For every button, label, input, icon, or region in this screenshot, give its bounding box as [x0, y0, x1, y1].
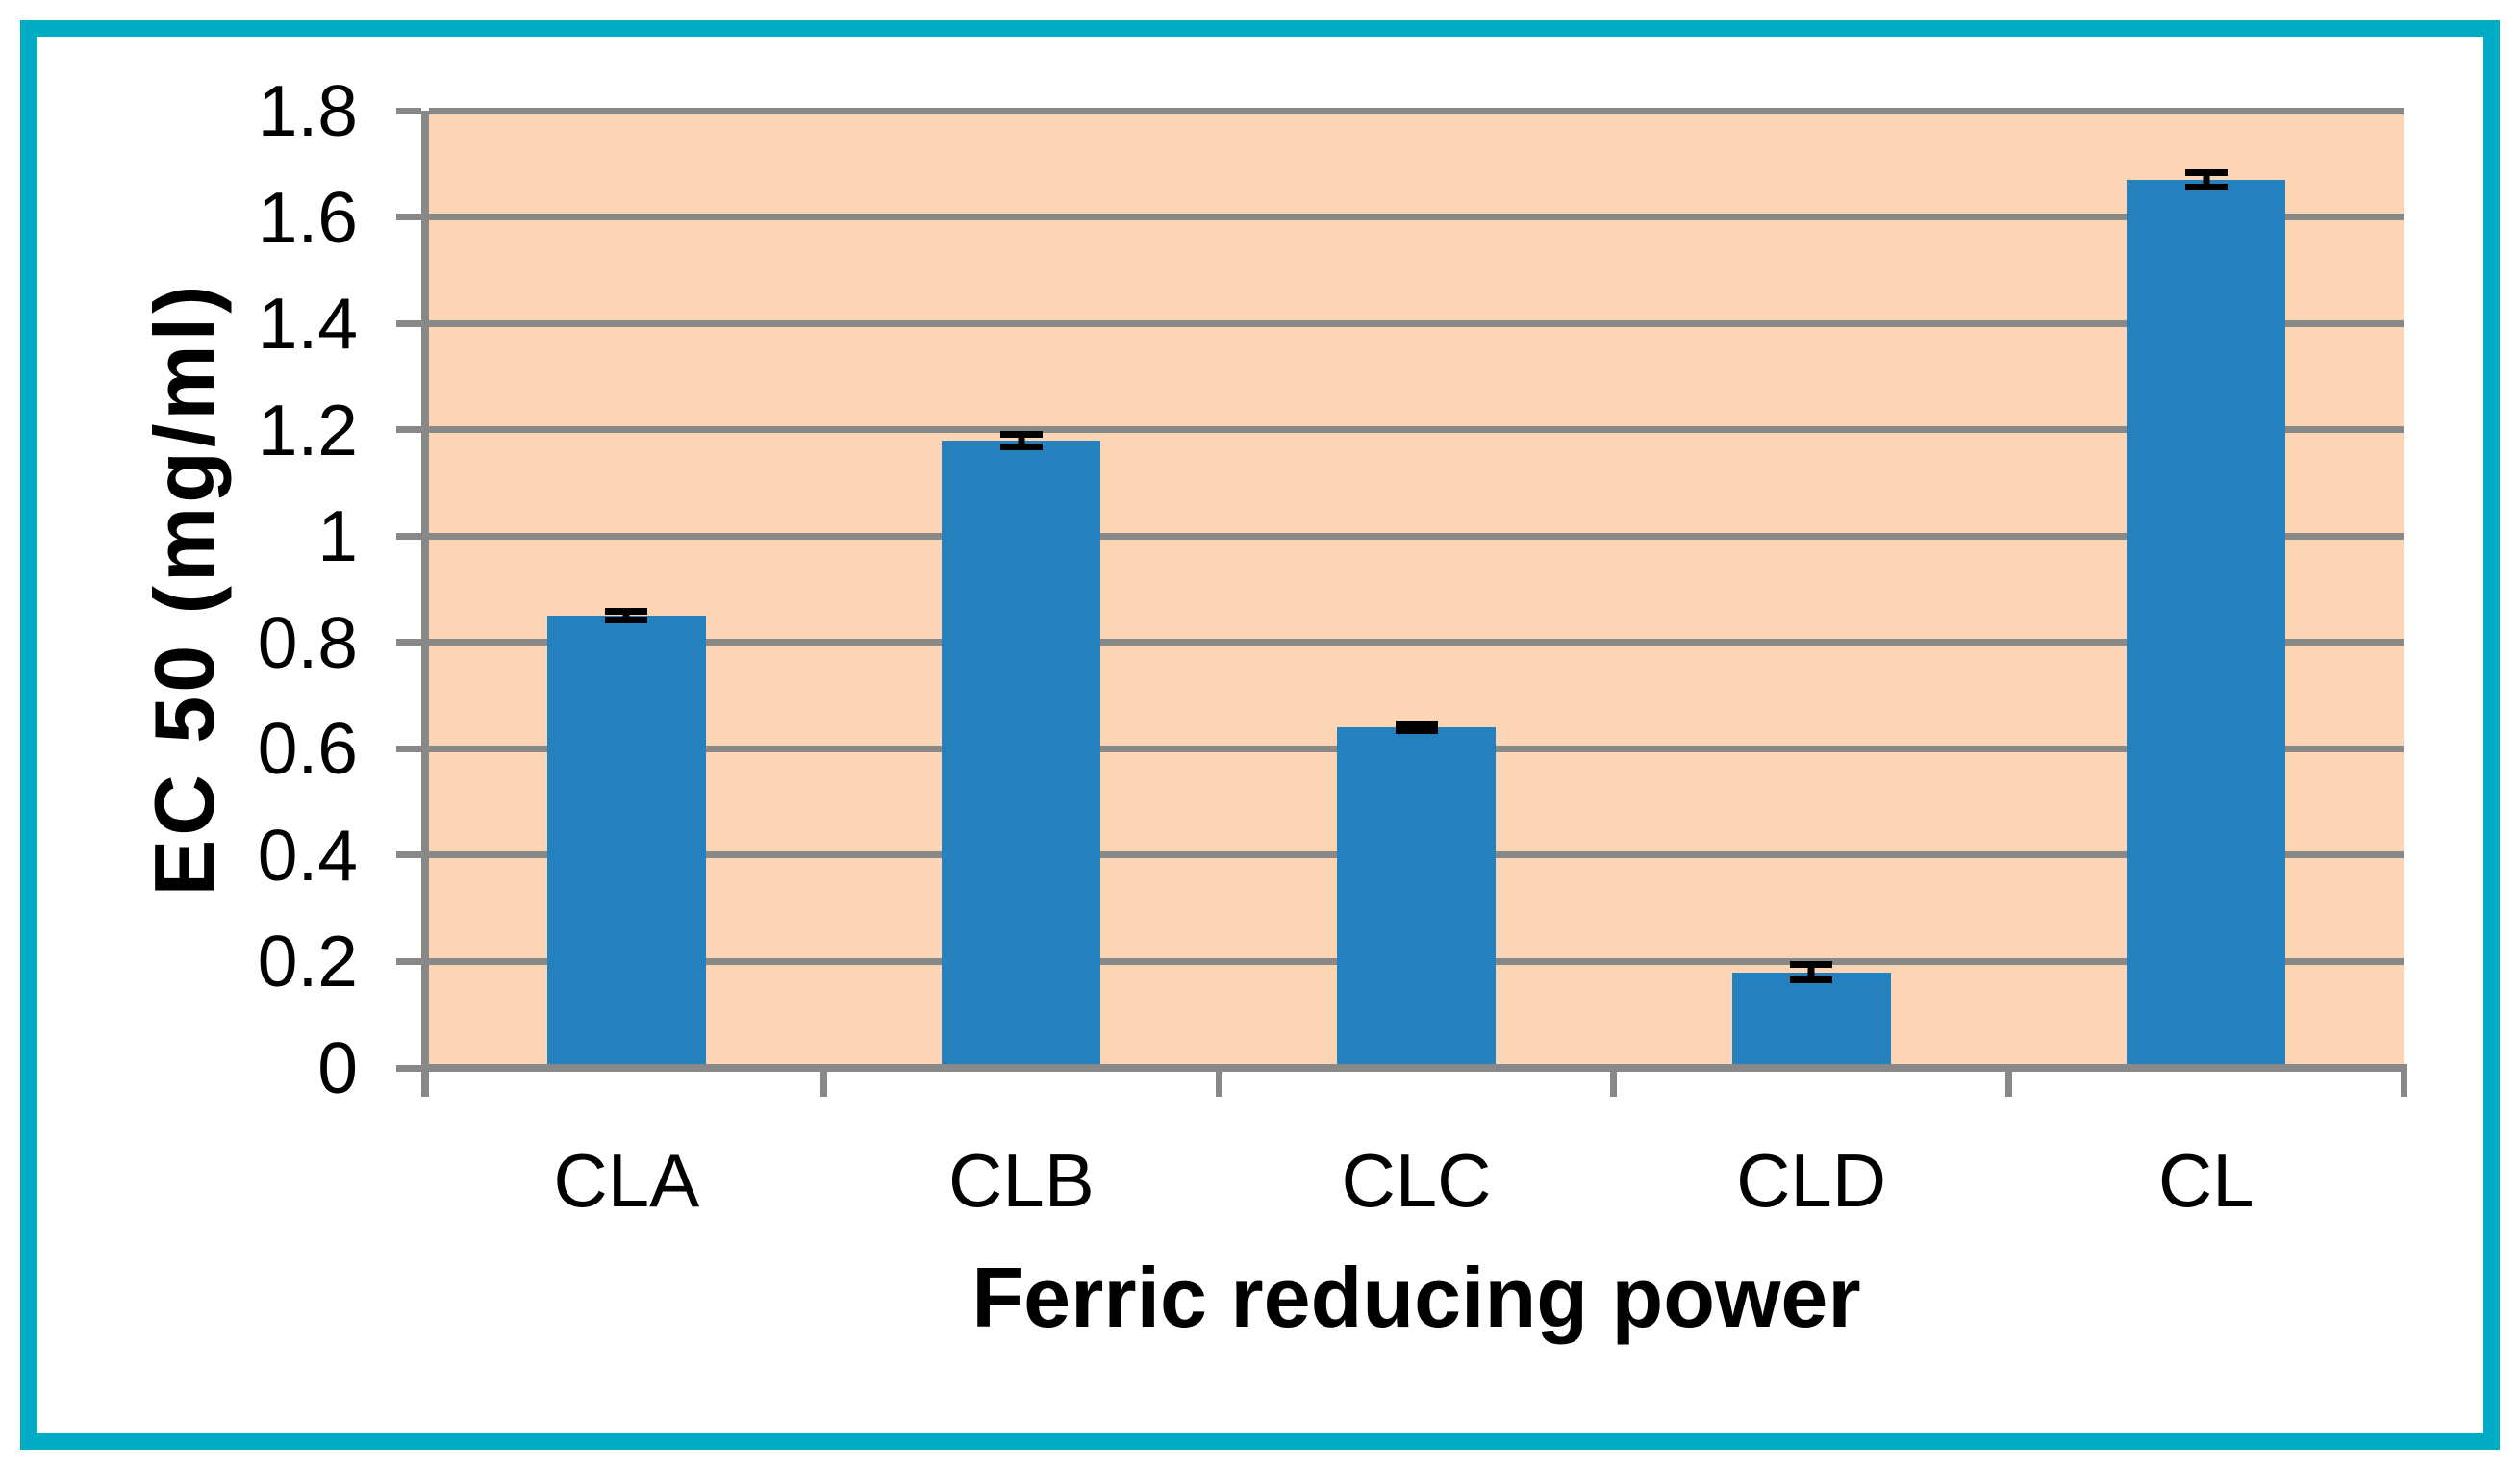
x-axis-line — [421, 1064, 2407, 1072]
y-tick-label: 0 — [317, 1027, 358, 1108]
y-tick-mark — [396, 639, 421, 646]
bar — [1731, 972, 1891, 1068]
y-tick-mark — [396, 319, 421, 327]
y-tick-mark — [396, 214, 421, 221]
chart-border-frame — [20, 20, 2500, 1450]
x-tick-label: CLC — [1341, 1138, 1492, 1223]
y-tick-mark — [396, 745, 421, 752]
y-tick-label: 0.6 — [257, 708, 358, 790]
error-bar-stem — [1807, 960, 1815, 984]
gridline — [429, 107, 2404, 114]
bar — [1337, 727, 1496, 1068]
y-tick-label: 0.8 — [257, 601, 358, 683]
plot-area — [429, 107, 2404, 1068]
error-bar — [1395, 721, 1438, 735]
error-bar-stem — [622, 608, 630, 624]
gridline — [429, 426, 2404, 434]
gridline — [429, 214, 2404, 221]
gridline — [429, 319, 2404, 327]
bar — [942, 440, 1101, 1068]
bar — [546, 616, 706, 1068]
x-tick-mark — [1610, 1068, 1618, 1097]
error-bar-stem — [1018, 430, 1025, 450]
y-tick-label: 1.8 — [257, 70, 358, 151]
x-tick-mark — [2400, 1068, 2407, 1097]
gridline — [429, 639, 2404, 646]
y-tick-mark — [396, 957, 421, 965]
gridline — [429, 532, 2404, 540]
y-tick-label: 1.2 — [257, 389, 358, 470]
y-tick-label: 1.4 — [257, 283, 358, 365]
bar — [2127, 179, 2286, 1068]
y-tick-mark — [396, 532, 421, 540]
y-tick-mark — [396, 851, 421, 859]
error-bar — [605, 608, 648, 624]
y-tick-label: 0.2 — [257, 921, 358, 1002]
x-axis-title: Ferric reducing power — [971, 1250, 1861, 1345]
y-tick-mark — [396, 426, 421, 434]
error-bar-stem — [2203, 169, 2210, 190]
x-tick-mark — [1215, 1068, 1222, 1097]
y-tick-mark — [396, 107, 421, 114]
y-tick-mark — [396, 1064, 421, 1072]
error-bar-stem — [1413, 721, 1420, 735]
x-tick-label: CLB — [948, 1138, 1095, 1223]
error-bar — [1790, 960, 1833, 984]
error-bar — [2184, 169, 2228, 190]
y-axis-line — [421, 111, 429, 1097]
error-bar — [999, 430, 1043, 450]
x-tick-label: CLD — [1736, 1138, 1887, 1223]
x-tick-mark — [820, 1068, 828, 1097]
x-tick-label: CLA — [553, 1138, 700, 1223]
y-tick-label: 1 — [317, 495, 358, 577]
y-tick-label: 0.4 — [257, 814, 358, 896]
y-tick-label: 1.6 — [257, 176, 358, 258]
x-tick-label: CL — [2157, 1138, 2255, 1223]
y-axis-title: EC 50 (mg/ml) — [137, 281, 232, 897]
x-tick-mark — [2004, 1068, 2012, 1097]
